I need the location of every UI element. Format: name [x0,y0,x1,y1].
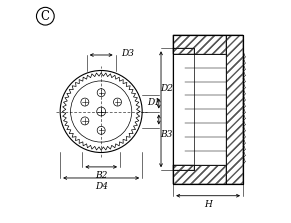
Text: B3: B3 [160,130,172,139]
Text: D2: D2 [160,84,173,93]
Polygon shape [173,35,243,184]
Text: D3: D3 [121,49,134,58]
Text: B2: B2 [95,171,107,180]
Text: D1: D1 [147,98,160,107]
Text: H: H [204,200,212,209]
Text: C: C [41,10,50,23]
Text: D4: D4 [95,182,108,191]
Polygon shape [185,54,226,165]
Polygon shape [173,48,194,170]
